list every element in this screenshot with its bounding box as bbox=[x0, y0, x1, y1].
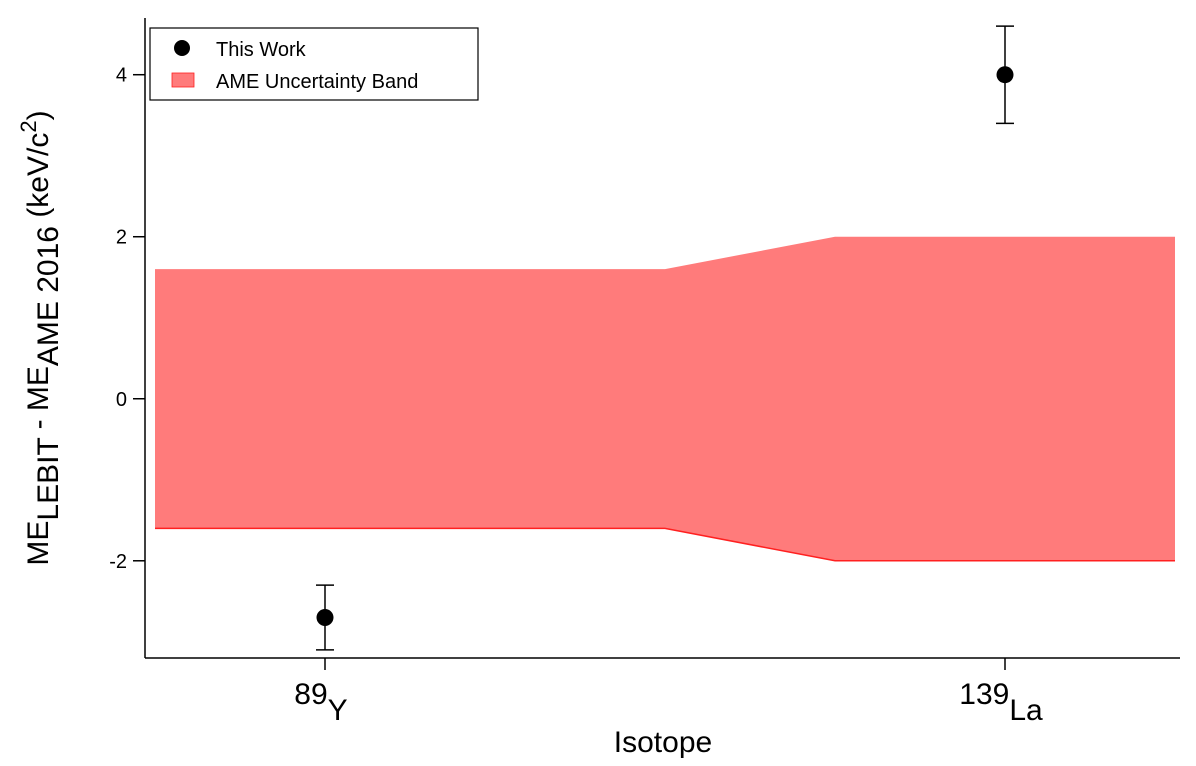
uncertainty-band bbox=[155, 236, 1175, 561]
y-tick-label: -2 bbox=[109, 551, 127, 573]
legend-box bbox=[149, 27, 479, 101]
x-axis-title: Isotope bbox=[614, 726, 712, 759]
data-point bbox=[316, 608, 334, 626]
isotope-symbol: Y bbox=[328, 694, 348, 727]
y-axis-title-part: LEBIT bbox=[32, 438, 65, 521]
y-axis-title-part: ) bbox=[22, 110, 55, 120]
legend-swatch-band bbox=[171, 72, 195, 88]
y-axis-title-part: AME 2016 bbox=[32, 226, 65, 366]
x-category-label: 89Y bbox=[294, 678, 347, 727]
isotope-mass: 139 bbox=[959, 678, 1009, 711]
isotope-symbol: La bbox=[1009, 694, 1043, 727]
legend-label-band: AME Uncertainty Band bbox=[216, 71, 418, 93]
axes: -2 0 2 4 bbox=[109, 18, 1180, 670]
data-points-layer bbox=[316, 25, 1014, 651]
y-tick-label: 0 bbox=[116, 389, 127, 411]
y-axis-title-part: (keV/c bbox=[22, 133, 55, 226]
legend-label-this-work: This Work bbox=[216, 39, 307, 61]
labels-layer: 89Y 139La Isotope MELEBIT - MEAME 2016 (keV… bbox=[16, 110, 1043, 759]
legend-marker-this-work bbox=[174, 40, 190, 56]
uncertainty-band-lower-edge bbox=[155, 527, 1175, 562]
uncertainty-band-layer bbox=[155, 236, 1175, 562]
data-point bbox=[996, 66, 1014, 84]
y-axis-title: MELEBIT - MEAME 2016 (keV/c2) bbox=[16, 110, 65, 565]
legend: This Work AME Uncertainty Band bbox=[149, 27, 479, 101]
y-tick-label: 4 bbox=[116, 65, 127, 87]
y-axis-title-part: 2 bbox=[16, 120, 41, 132]
isotope-mass: 89 bbox=[294, 678, 327, 711]
y-axis-title-part: - ME bbox=[22, 366, 55, 438]
y-tick-label: 2 bbox=[116, 227, 127, 249]
x-category-label: 139La bbox=[959, 678, 1043, 727]
y-axis-title-part: ME bbox=[22, 521, 55, 566]
